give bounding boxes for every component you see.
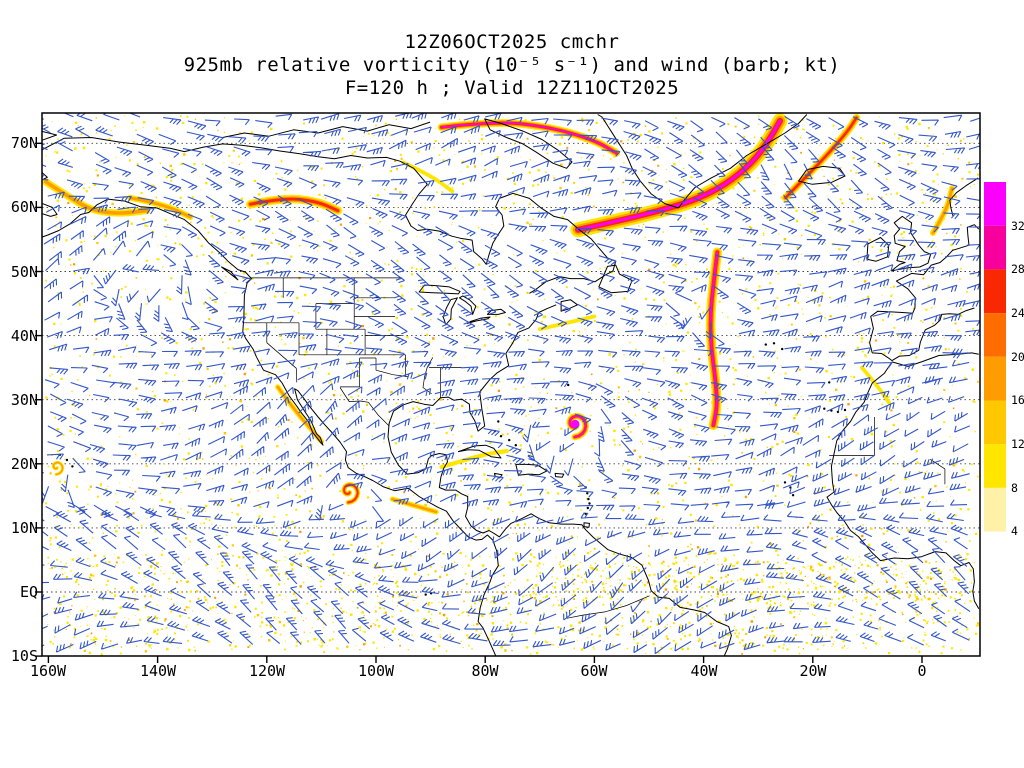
colorbar-label-32: 32 — [1011, 219, 1024, 233]
lat-tick-50n: 50N — [11, 263, 38, 281]
colorbar-cell-8 — [984, 531, 1006, 576]
lon-tick-40w: 40W — [690, 662, 718, 680]
chart-titles: 12Z06OCT2025 cmchr 925mb relative vortic… — [0, 31, 1024, 100]
colorbar-label-8: 8 — [1011, 481, 1018, 495]
colorbar-label-12: 12 — [1011, 437, 1024, 451]
vorticity-shading-layer — [42, 113, 980, 656]
lat-tick-70n: 70N — [11, 134, 38, 152]
lon-tick-0: 0 — [917, 662, 926, 680]
map-frame — [41, 112, 981, 657]
lon-tick-140w: 140W — [140, 662, 177, 680]
lat-tick-10s: 10S — [11, 647, 38, 665]
lon-tick-20w: 20W — [799, 662, 827, 680]
colorbar-cell-7 — [984, 487, 1006, 532]
lon-tick-60w: 60W — [580, 662, 608, 680]
colorbar-label-28: 28 — [1011, 262, 1024, 276]
colorbar: 32 28 24 20 16 12 8 4 — [984, 182, 1024, 576]
colorbar-cell-1 — [984, 225, 1006, 270]
colorbar-label-16: 16 — [1011, 393, 1024, 407]
lat-tick-30n: 30N — [11, 391, 38, 409]
lat-tick-40n: 40N — [11, 327, 38, 345]
title-field: 925mb relative vorticity (10⁻⁵ s⁻¹) and … — [183, 54, 841, 76]
colorbar-label-20: 20 — [1011, 350, 1024, 364]
colorbar-cell-2 — [984, 269, 1006, 314]
colorbar-cell-4 — [984, 356, 1006, 401]
colorbar-label-4: 4 — [1011, 524, 1018, 538]
title-valid-time: F=120 h ; Valid 12Z11OCT2025 — [344, 77, 680, 99]
coastlines-layer — [42, 114, 980, 656]
wind-barb-layer — [42, 113, 980, 655]
lon-tick-160w: 160W — [30, 662, 67, 680]
lat-tick-60n: 60N — [11, 198, 38, 216]
colorbar-cell-3 — [984, 313, 1006, 357]
latitude-axis-labels: 70N 60N 50N 40N 30N 20N 10N EQ 10S — [11, 134, 38, 665]
title-init-model: 12Z06OCT2025 cmchr — [404, 31, 620, 53]
lon-tick-100w: 100W — [358, 662, 395, 680]
lon-tick-80w: 80W — [471, 662, 499, 680]
axis-ticks — [35, 142, 923, 663]
colorbar-cell-0 — [984, 182, 1006, 226]
colorbar-cell-6 — [984, 444, 1006, 488]
lon-tick-120w: 120W — [249, 662, 286, 680]
lat-tick-10n: 10N — [11, 519, 38, 537]
colorbar-cell-5 — [984, 400, 1006, 445]
lat-tick-20n: 20N — [11, 455, 38, 473]
longitude-axis-labels: 160W 140W 120W 100W 80W 60W 40W 20W 0 — [30, 662, 927, 680]
lat-tick-eq: EQ — [20, 583, 38, 601]
colorbar-label-24: 24 — [1011, 306, 1024, 320]
